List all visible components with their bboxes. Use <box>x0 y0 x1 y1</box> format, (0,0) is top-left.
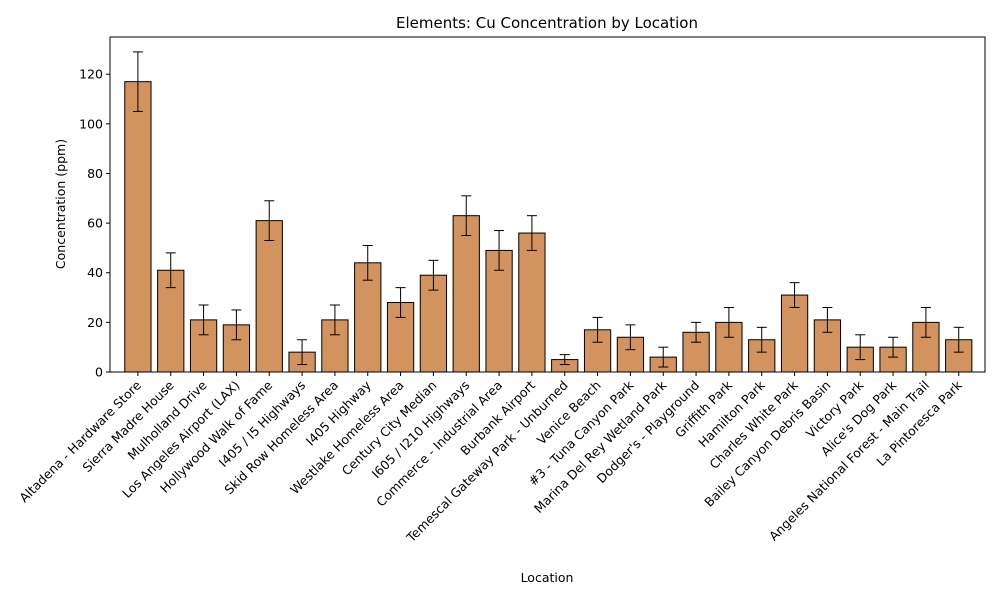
bar <box>518 232 546 373</box>
y-tick-label: 100 <box>79 116 103 131</box>
y-axis-label: Concentration (ppm) <box>53 139 68 269</box>
plot-frame <box>109 36 986 373</box>
bar <box>354 262 382 373</box>
y-tick-label: 0 <box>95 365 103 380</box>
y-tick-label: 120 <box>79 67 103 82</box>
bar <box>124 81 152 373</box>
y-tick-label: 20 <box>87 315 103 330</box>
x-axis-label: Location <box>521 570 574 585</box>
bar <box>452 215 480 373</box>
bar <box>255 220 283 373</box>
y-tick-label: 40 <box>87 265 103 280</box>
y-tick-label: 80 <box>87 166 103 181</box>
y-tick-label: 60 <box>87 216 103 231</box>
chart-title: Elements: Cu Concentration by Location <box>396 14 698 32</box>
